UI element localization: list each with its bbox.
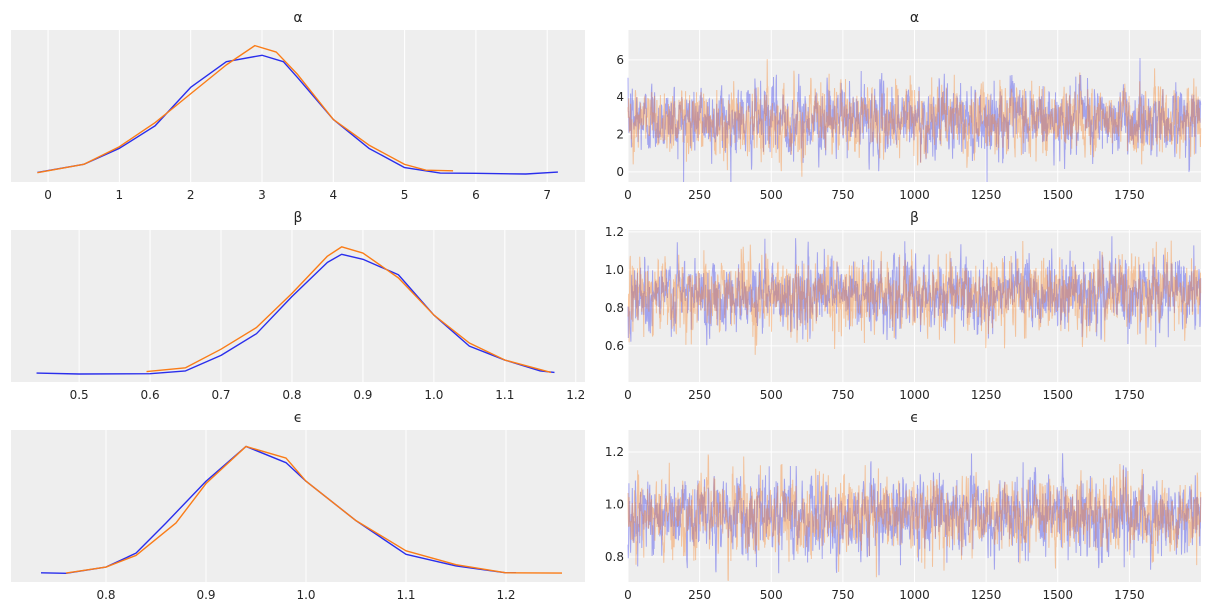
x-tick-label: 1500 [1042,388,1073,402]
panel-title: α [910,10,919,26]
x-tick-label: 1000 [899,388,930,402]
x-tick-label: 0.5 [70,388,89,402]
y-tick-label: 0.8 [605,301,624,315]
y-tick-label: 1.2 [605,225,624,239]
x-tick-label: 1500 [1042,188,1073,202]
x-tick-label: 250 [688,588,711,602]
y-tick-label: 4 [616,90,624,104]
x-tick-label: 7 [543,188,551,202]
x-tick-label: 0 [624,388,632,402]
x-tick-label: 1250 [971,188,1002,202]
kde-panel-2: β 0.5 0.6 0.7 0.8 0.9 1.0 1.1 1.2 [11,210,585,402]
x-tick-label: 1.1 [396,588,415,602]
x-tick-label: 0.6 [141,388,160,402]
plot-area [11,430,585,582]
x-tick-label: 0.8 [96,588,115,602]
plot-area [11,30,585,182]
x-tick-label: 1250 [971,588,1002,602]
y-tick-label: 0.8 [605,550,624,564]
trace-panel-3: ϵ 0 250 500 750 1000 1250 1500 1750 0.8 1.0 1.2 [605,410,1202,602]
x-tick-label: 500 [760,188,783,202]
x-tick-label: 1000 [899,588,930,602]
x-tick-label: 250 [688,188,711,202]
kde-line-chain-1 [65,445,563,574]
trace-panel-2: β 0 250 500 750 1000 1250 1500 1750 0.6 0.8 1.0 1.2 [605,210,1202,402]
x-tick-label: 1750 [1114,388,1145,402]
y-tick-label: 1.2 [605,445,624,459]
x-tick-label: 500 [760,388,783,402]
panel-title: ϵ [294,410,303,426]
x-tick-label: 3 [258,188,266,202]
trace-panel-1: α 0 250 500 750 1000 1250 1500 1750 0 2 4 6 [616,10,1202,202]
x-tick-label: 750 [831,588,854,602]
x-tick-label: 0.9 [353,388,372,402]
x-tick-label: 1.2 [566,388,585,402]
x-tick-label: 1.0 [424,388,443,402]
kde-panel-3: ϵ 0.8 0.9 1.0 1.1 1.2 [11,410,585,602]
x-tick-label: 0 [624,588,632,602]
x-tick-label: 4 [329,188,337,202]
x-tick-label: 0 [44,188,52,202]
panel-title: β [910,210,919,226]
x-tick-label: 6 [472,188,480,202]
y-tick-label: 2 [616,128,624,142]
x-tick-label: 750 [831,188,854,202]
panel-title: α [293,10,302,26]
trace-line-chain-1 [627,454,1202,581]
x-tick-label: 1 [116,188,124,202]
panel-title: β [294,210,303,226]
kde-line-chain-1 [37,44,454,174]
panel-title: ϵ [910,410,919,426]
x-tick-label: 500 [760,588,783,602]
x-tick-label: 0.8 [282,388,301,402]
y-tick-label: 1.0 [605,263,624,277]
kde-panel-1: α 0 1 2 3 4 5 6 7 [11,10,585,202]
y-tick-label: 0 [616,165,624,179]
x-tick-label: 1750 [1114,588,1145,602]
x-tick-label: 1.2 [496,588,515,602]
kde-line-chain-0 [37,54,558,175]
x-tick-label: 1500 [1042,588,1073,602]
y-tick-label: 0.6 [605,339,624,353]
trace-line-chain-0 [627,453,1202,576]
trace-line-chain-1 [627,59,1202,177]
y-tick-label: 6 [616,53,624,67]
kde-line-chain-0 [36,253,555,375]
x-tick-label: 0 [624,188,632,202]
x-tick-label: 1750 [1114,188,1145,202]
x-tick-label: 5 [401,188,409,202]
plot-area [11,230,585,382]
x-tick-label: 0.9 [196,588,215,602]
x-tick-label: 1000 [899,188,930,202]
x-tick-label: 1.0 [296,588,315,602]
trace-line-chain-0 [627,58,1202,183]
kde-line-chain-1 [146,246,552,374]
x-tick-label: 0.7 [211,388,230,402]
y-tick-label: 1.0 [605,498,624,512]
x-tick-label: 2 [187,188,195,202]
x-tick-label: 1.1 [495,388,514,402]
x-tick-label: 750 [831,388,854,402]
trace-line-chain-0 [627,236,1202,348]
x-tick-label: 1250 [971,388,1002,402]
trace-line-chain-1 [627,240,1202,355]
x-tick-label: 250 [688,388,711,402]
